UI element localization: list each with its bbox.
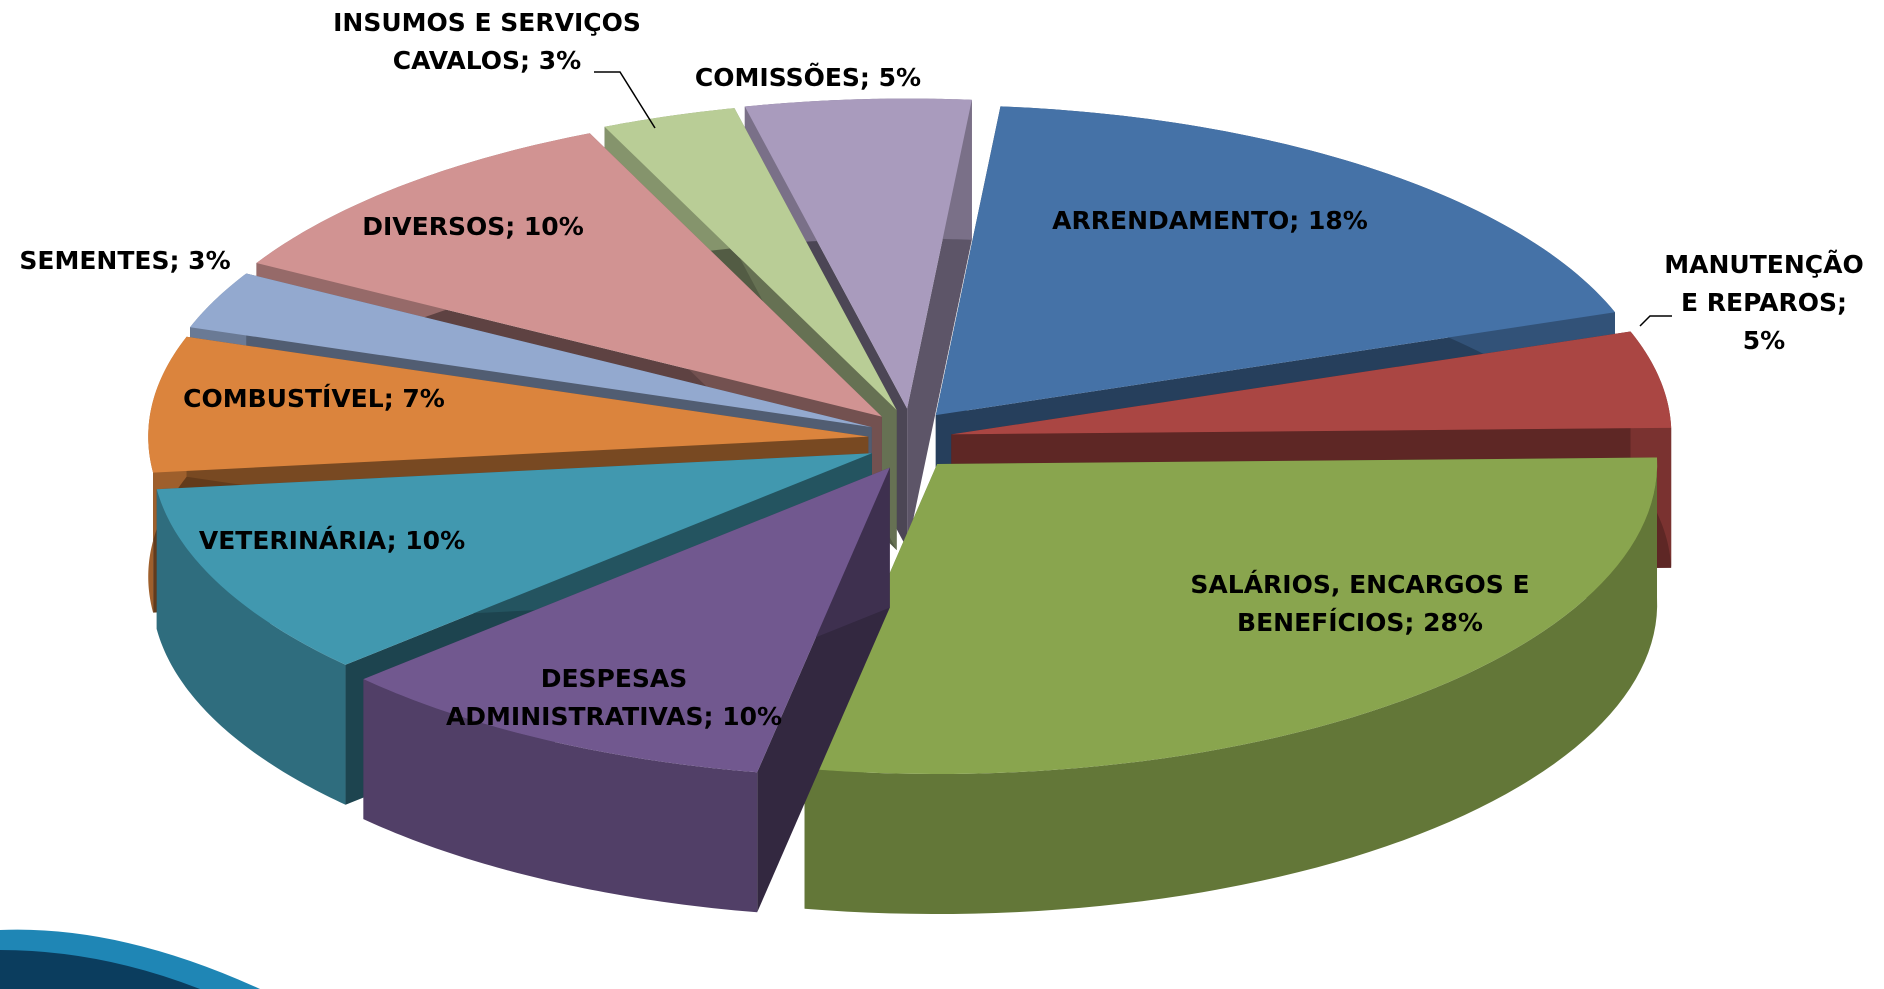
slice-top [156, 453, 872, 665]
data-label: MANUTENÇÃO [1664, 250, 1863, 279]
slice-top [363, 467, 890, 773]
leader-line [594, 71, 656, 129]
data-label: COMISSÕES; 5% [695, 62, 921, 92]
data-label: SEMENTES; 3% [19, 246, 230, 275]
decoration [0, 950, 200, 989]
data-label: DIVERSOS; 10% [362, 212, 584, 241]
slice-top [951, 331, 1672, 435]
data-label: ADMINISTRATIVAS; 10% [446, 702, 782, 731]
slice [804, 457, 1658, 915]
slice-edge [363, 679, 758, 913]
data-label: DESPESAS [541, 664, 688, 693]
slice [363, 467, 890, 913]
pie [148, 98, 1672, 915]
slice-top [190, 273, 872, 428]
labels: ARRENDAMENTO; 18% MANUTENÇÃO E REPAROS; 5% S… [19, 8, 1863, 731]
data-label: SALÁRIOS, ENCARGOS E [1190, 570, 1529, 599]
data-label: VETERINÁRIA; 10% [199, 526, 465, 555]
slice-edge [156, 489, 346, 805]
data-label: COMBUSTÍVEL; 7% [183, 384, 445, 413]
leader-line [1639, 315, 1672, 327]
slice-top [604, 108, 897, 411]
data-label: INSUMOS E SERVIÇOS [333, 8, 641, 37]
slice-top [744, 98, 972, 409]
slice-top [935, 106, 1615, 416]
slice-top [256, 133, 882, 417]
slice-edge [804, 457, 1658, 915]
data-label: BENEFÍCIOS; 28% [1237, 608, 1483, 637]
data-label: CAVALOS; 3% [393, 46, 581, 75]
slice-top [148, 336, 869, 473]
data-label: 5% [1743, 326, 1785, 355]
slice-top [804, 457, 1658, 775]
data-label: E REPAROS; [1681, 288, 1847, 317]
data-label: ARRENDAMENTO; 18% [1052, 206, 1368, 235]
